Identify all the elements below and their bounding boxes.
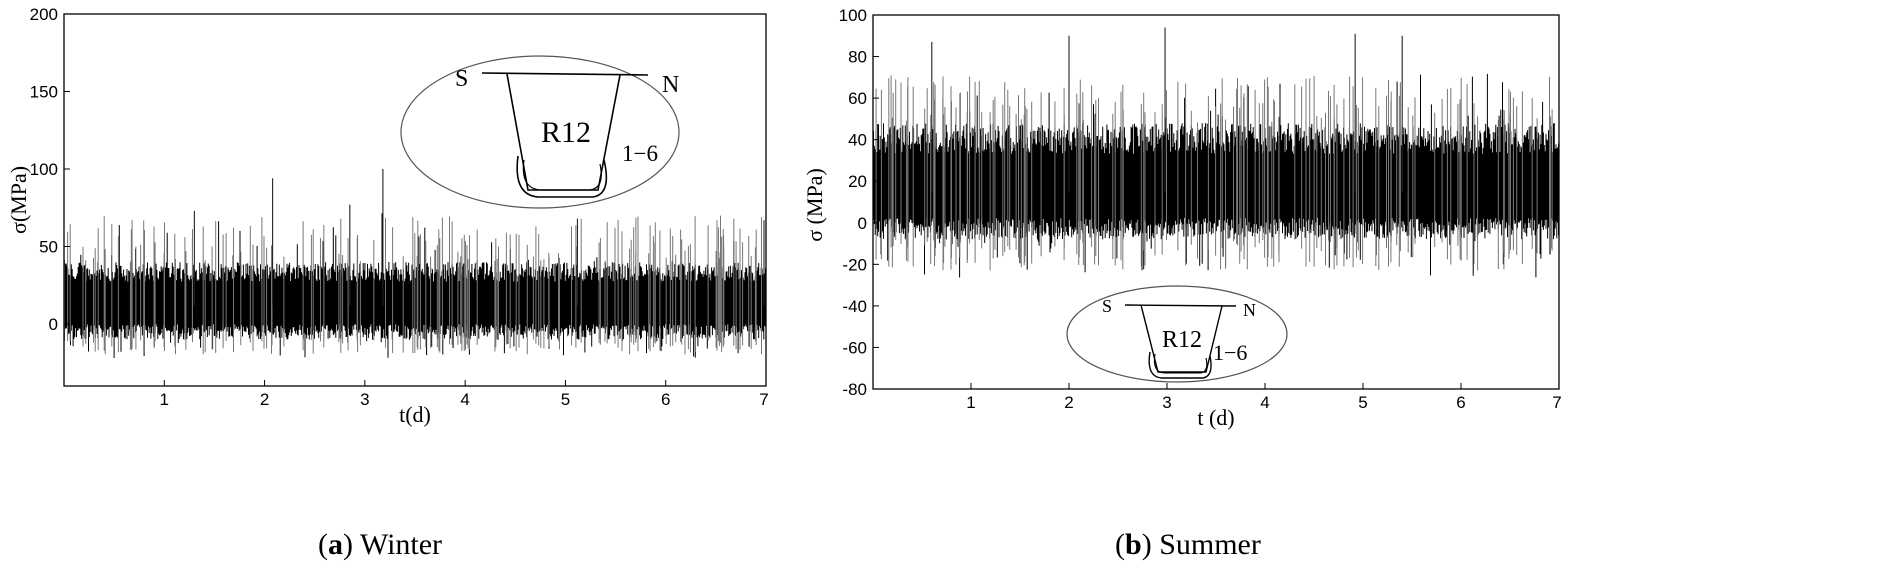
y-tick-label: 80 (848, 48, 867, 67)
inset-sensor-label-a: 1−6 (622, 141, 658, 166)
x-axis-label-b: t (d) (1197, 405, 1234, 430)
caption-a: (a) Winter (318, 528, 443, 561)
x-tick-label: 6 (1456, 393, 1465, 412)
inset-label-south-b: S (1102, 296, 1112, 316)
inset-ellipse-b (1066, 285, 1288, 383)
y-axis-label-b: σ (MPa) (802, 168, 827, 242)
caption-text-b: Summer (1159, 528, 1261, 561)
y-tick-label: -40 (842, 297, 867, 316)
y-tick-label: 0 (49, 315, 58, 334)
deck-line-b (1124, 304, 1237, 307)
rib-outline-b (1140, 304, 1223, 373)
x-axis-label-a: t(d) (399, 402, 431, 427)
panel-a-winter: 1 2 3 4 5 6 7 0 50 100 150 200 t(d) σ(MPa) S N R12 … (6, 5, 769, 427)
gauge-wire-outer-a (516, 155, 608, 198)
gauge-wire-outer-b (1148, 351, 1212, 379)
gauge-wire-inner-a (522, 159, 602, 191)
signal-series-summer (873, 27, 1559, 278)
caption-b: (b) Summer (1115, 528, 1261, 561)
x-tick-label: 7 (759, 390, 768, 409)
x-tick-label: 7 (1552, 393, 1561, 412)
y-tick-label: 20 (848, 172, 867, 191)
y-tick-label: -60 (842, 338, 867, 357)
y-tick-label: 150 (30, 83, 58, 102)
x-tick-label: 6 (661, 390, 670, 409)
inset-sensor-label-b: 1−6 (1213, 340, 1247, 365)
gauge-wire-inner-b (1153, 353, 1208, 374)
y-tick-label: 40 (848, 131, 867, 150)
plot-frame-b (872, 14, 1560, 390)
signal-grey-spikes (64, 215, 762, 355)
axis-ticks-b: 1 2 3 4 5 6 7 -80 -60 -40 -20 0 20 40 60 80 100 (839, 6, 1562, 412)
y-tick-label: 50 (39, 238, 58, 257)
y-tick-label: 200 (30, 5, 58, 24)
x-tick-label: 3 (360, 390, 369, 409)
y-tick-label: 100 (30, 160, 58, 179)
y-tick-label: 60 (848, 89, 867, 108)
inset-rib-label-b: R12 (1162, 327, 1202, 353)
y-tick-label: 100 (839, 6, 867, 25)
inset-label-north-a: N (662, 72, 679, 98)
axis-ticks-a: 1 2 3 4 5 6 7 0 50 100 150 200 (30, 5, 769, 409)
y-tick-label: -80 (842, 380, 867, 399)
inset-label-south-a: S (455, 66, 468, 92)
x-tick-label: 5 (561, 390, 570, 409)
panel-b-summer: 1 2 3 4 5 6 7 -80 -60 -40 -20 0 20 40 60 80 100 t (d) σ … (802, 6, 1562, 430)
caption-letter-a: a (328, 528, 343, 561)
x-tick-label: 1 (160, 390, 169, 409)
plot-frame-a (63, 13, 767, 387)
inset-rib-label-a: R12 (541, 116, 591, 149)
caption-text-a: Winter (359, 528, 443, 561)
caption-letter-b: b (1125, 528, 1142, 561)
signal-grey-spikes (875, 75, 1553, 271)
x-tick-label: 2 (1064, 393, 1073, 412)
inset-label-north-b: N (1243, 300, 1256, 320)
inset-diagram-a: S N R12 1−6 (400, 55, 680, 209)
x-tick-label: 2 (260, 390, 269, 409)
inset-ellipse-a (400, 55, 680, 209)
x-tick-label: 5 (1358, 393, 1367, 412)
y-axis-label-a: σ(MPa) (6, 166, 31, 234)
x-tick-label: 4 (1260, 393, 1269, 412)
y-tick-label: -20 (842, 255, 867, 274)
x-tick-label: 3 (1162, 393, 1171, 412)
signal-series-winter (64, 169, 766, 358)
x-tick-label: 4 (460, 390, 469, 409)
x-tick-label: 1 (966, 393, 975, 412)
inset-diagram-b: S N R12 1−6 (1066, 285, 1288, 383)
deck-line-a (481, 72, 649, 76)
y-tick-label: 0 (858, 214, 867, 233)
